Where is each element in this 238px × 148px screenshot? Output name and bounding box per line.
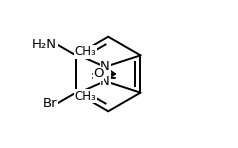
Text: N: N: [100, 75, 110, 88]
Text: N: N: [100, 60, 110, 73]
Text: H₂N: H₂N: [32, 38, 57, 51]
Text: CH₃: CH₃: [74, 90, 96, 103]
Text: Br: Br: [43, 97, 57, 110]
Text: CH₃: CH₃: [74, 45, 96, 58]
Text: O: O: [93, 67, 104, 81]
